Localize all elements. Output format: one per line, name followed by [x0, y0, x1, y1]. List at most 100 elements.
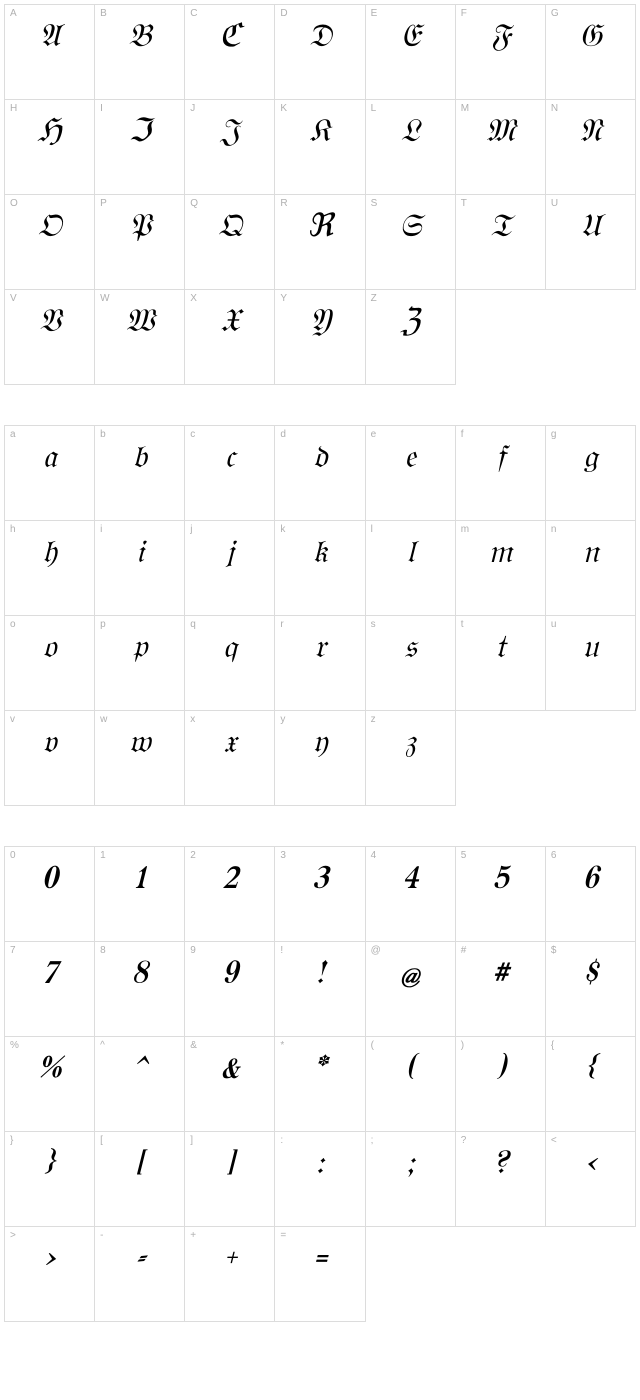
cell-glyph: @ [366, 960, 455, 992]
cell-glyph: 𝔬 [5, 634, 94, 666]
cell-label: m [461, 524, 469, 535]
glyph-cell: !! [275, 942, 365, 1037]
cell-glyph: ; [366, 1150, 455, 1182]
cell-glyph: - [95, 1245, 184, 1277]
glyph-cell: Zℨ [366, 290, 456, 385]
cell-label: J [190, 103, 195, 114]
cell-glyph: 𝔮 [185, 634, 274, 666]
glyph-cell: ++ [185, 1227, 275, 1322]
empty-cell [546, 290, 636, 385]
cell-glyph: 𝔰 [366, 634, 455, 666]
cell-glyph: 𝔑 [546, 118, 635, 150]
cell-glyph: 𝔖 [366, 213, 455, 245]
glyph-cell: %% [5, 1037, 95, 1132]
cell-glyph: 9 [185, 960, 274, 992]
glyph-cell: E𝔈 [366, 5, 456, 100]
cell-glyph: 𝔉 [456, 23, 545, 55]
glyph-cell: y𝔶 [275, 711, 365, 806]
glyph-cell: }} [5, 1132, 95, 1227]
glyph-cell: c𝔠 [185, 426, 275, 521]
glyph-cell: l𝔩 [366, 521, 456, 616]
glyph-cell: g𝔤 [546, 426, 636, 521]
cell-glyph: ℌ [5, 118, 94, 150]
section-numbers-symbols: 00112233445566778899!!@@##$$%%^^&&**(())… [4, 846, 636, 1322]
glyph-cell: r𝔯 [275, 616, 365, 711]
cell-glyph: 2 [185, 865, 274, 897]
glyph-cell: B𝔅 [95, 5, 185, 100]
glyph-cell: t𝔱 [456, 616, 546, 711]
cell-glyph: 𝔵 [185, 729, 274, 761]
cell-label: Z [371, 293, 377, 304]
glyph-cell: :: [275, 1132, 365, 1227]
glyph-cell: 00 [5, 847, 95, 942]
cell-glyph: 𝔜 [275, 308, 364, 340]
cell-glyph: > [5, 1245, 94, 1277]
glyph-cell: m𝔪 [456, 521, 546, 616]
cell-label: D [280, 8, 287, 19]
cell-label: V [10, 293, 17, 304]
glyph-cell: w𝔴 [95, 711, 185, 806]
cell-label: ! [280, 945, 283, 956]
cell-glyph: ( [366, 1055, 455, 1087]
cell-label: # [461, 945, 467, 956]
glyph-cell: (( [366, 1037, 456, 1132]
cell-glyph: 0 [5, 865, 94, 897]
cell-glyph: 𝔛 [185, 308, 274, 340]
glyph-cell: G𝔊 [546, 5, 636, 100]
glyph-cell: k𝔨 [275, 521, 365, 616]
cell-label: n [551, 524, 557, 535]
section-lowercase: a𝔞b𝔟c𝔠d𝔡e𝔢f𝔣g𝔤h𝔥i𝔦j𝔧k𝔨l𝔩m𝔪n𝔫o𝔬p𝔭q𝔮r𝔯s𝔰t𝔱… [4, 425, 636, 806]
glyph-cell: N𝔑 [546, 100, 636, 195]
glyph-cell: [[ [95, 1132, 185, 1227]
glyph-cell: Cℭ [185, 5, 275, 100]
cell-label: a [10, 429, 16, 440]
cell-label: X [190, 293, 197, 304]
cell-label: 9 [190, 945, 196, 956]
cell-label: f [461, 429, 464, 440]
cell-label: p [100, 619, 106, 630]
cell-label: h [10, 524, 16, 535]
glyph-cell: Y𝔜 [275, 290, 365, 385]
glyph-cell: 99 [185, 942, 275, 1037]
cell-glyph: 𝔷 [366, 729, 455, 761]
cell-label: Y [280, 293, 287, 304]
cell-glyph: 𝔥 [5, 539, 94, 571]
cell-label: O [10, 198, 18, 209]
glyph-cell: i𝔦 [95, 521, 185, 616]
character-map: A𝔄B𝔅CℭD𝔇E𝔈F𝔉G𝔊HℌIℑJ𝔍K𝔎L𝔏M𝔐N𝔑O𝔒P𝔓Q𝔔RℜS𝔖T𝔗… [4, 4, 636, 1322]
glyph-cell: 66 [546, 847, 636, 942]
glyph-cell: 88 [95, 942, 185, 1037]
cell-label: t [461, 619, 464, 630]
glyph-cell: 77 [5, 942, 95, 1037]
glyph-cell: f𝔣 [456, 426, 546, 521]
cell-glyph: 𝔧 [185, 539, 274, 571]
glyph-cell: P𝔓 [95, 195, 185, 290]
cell-label: P [100, 198, 107, 209]
cell-glyph: 𝔅 [95, 23, 184, 55]
cell-label: N [551, 103, 558, 114]
cell-label: * [280, 1040, 284, 1051]
glyph-cell: h𝔥 [5, 521, 95, 616]
cell-glyph: 𝔊 [546, 23, 635, 55]
cell-label: E [371, 8, 378, 19]
glyph-cell: L𝔏 [366, 100, 456, 195]
glyph-cell: 44 [366, 847, 456, 942]
glyph-cell: J𝔍 [185, 100, 275, 195]
glyph-cell: ## [456, 942, 546, 1037]
cell-glyph: $ [546, 960, 635, 992]
cell-glyph: ! [275, 960, 364, 992]
cell-label: 8 [100, 945, 106, 956]
cell-glyph: 3 [275, 865, 364, 897]
glyph-cell: ;; [366, 1132, 456, 1227]
cell-glyph: # [456, 960, 545, 992]
cell-glyph: 𝔢 [366, 444, 455, 476]
glyph-cell: j𝔧 [185, 521, 275, 616]
cell-label: b [100, 429, 106, 440]
glyph-cell: ^^ [95, 1037, 185, 1132]
cell-label: q [190, 619, 196, 630]
glyph-cell: K𝔎 [275, 100, 365, 195]
cell-label: M [461, 103, 469, 114]
glyph-cell: F𝔉 [456, 5, 546, 100]
cell-label: ; [371, 1135, 374, 1146]
glyph-cell: x𝔵 [185, 711, 275, 806]
